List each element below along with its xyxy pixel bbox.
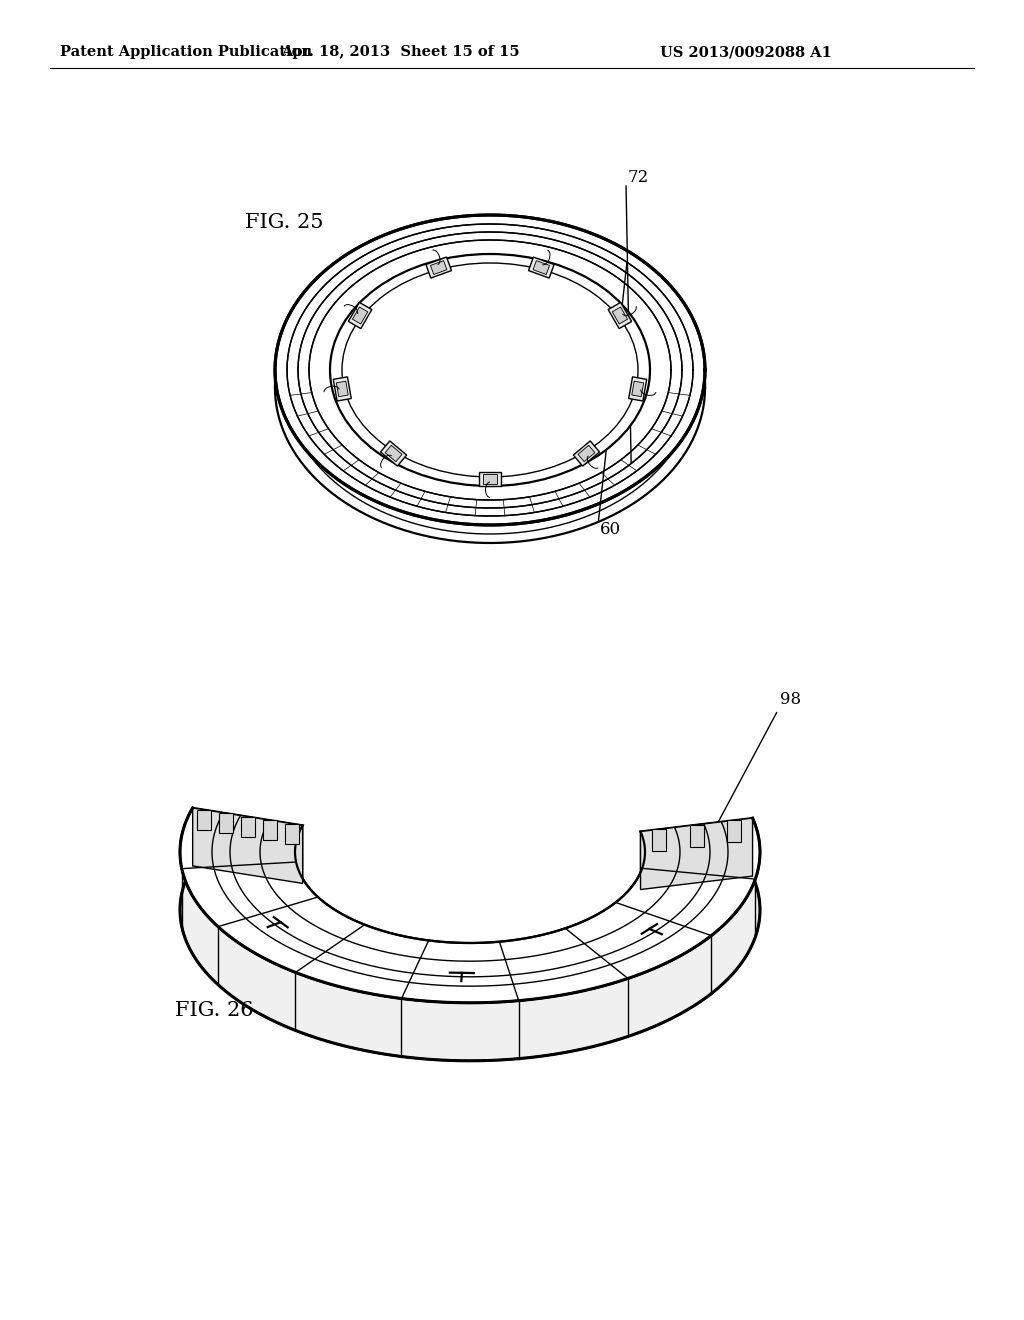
Polygon shape (479, 471, 501, 486)
Polygon shape (193, 808, 303, 883)
Text: 60: 60 (600, 521, 622, 539)
Polygon shape (629, 376, 647, 401)
Text: US 2013/0092088 A1: US 2013/0092088 A1 (660, 45, 831, 59)
Ellipse shape (275, 215, 705, 525)
Polygon shape (534, 260, 550, 275)
Polygon shape (641, 818, 753, 890)
Polygon shape (295, 825, 645, 1001)
Polygon shape (241, 817, 255, 837)
Text: Patent Application Publication: Patent Application Publication (60, 45, 312, 59)
Polygon shape (430, 260, 446, 275)
Polygon shape (180, 808, 760, 1061)
Polygon shape (381, 441, 407, 466)
Text: 94: 94 (225, 837, 246, 854)
Polygon shape (573, 441, 599, 466)
Polygon shape (180, 808, 760, 1003)
Polygon shape (348, 302, 372, 329)
Polygon shape (285, 824, 299, 843)
Polygon shape (632, 381, 644, 396)
Text: Apr. 18, 2013  Sheet 15 of 15: Apr. 18, 2013 Sheet 15 of 15 (281, 45, 519, 59)
Polygon shape (336, 381, 348, 396)
Ellipse shape (330, 253, 650, 486)
Polygon shape (385, 445, 402, 462)
Polygon shape (333, 376, 351, 401)
Polygon shape (197, 809, 211, 830)
Polygon shape (578, 445, 595, 462)
Polygon shape (652, 829, 667, 851)
Polygon shape (426, 257, 452, 279)
Text: FIG. 25: FIG. 25 (245, 213, 324, 231)
Polygon shape (608, 302, 632, 329)
Polygon shape (262, 820, 276, 840)
Polygon shape (528, 257, 554, 279)
Polygon shape (727, 820, 741, 842)
Text: FIG. 26: FIG. 26 (175, 1001, 254, 1019)
Text: 98: 98 (780, 692, 801, 709)
Polygon shape (612, 308, 628, 323)
Polygon shape (689, 825, 703, 847)
Polygon shape (483, 474, 497, 484)
Ellipse shape (342, 263, 638, 477)
Text: 72: 72 (628, 169, 649, 186)
Polygon shape (219, 813, 232, 833)
Polygon shape (352, 308, 368, 323)
